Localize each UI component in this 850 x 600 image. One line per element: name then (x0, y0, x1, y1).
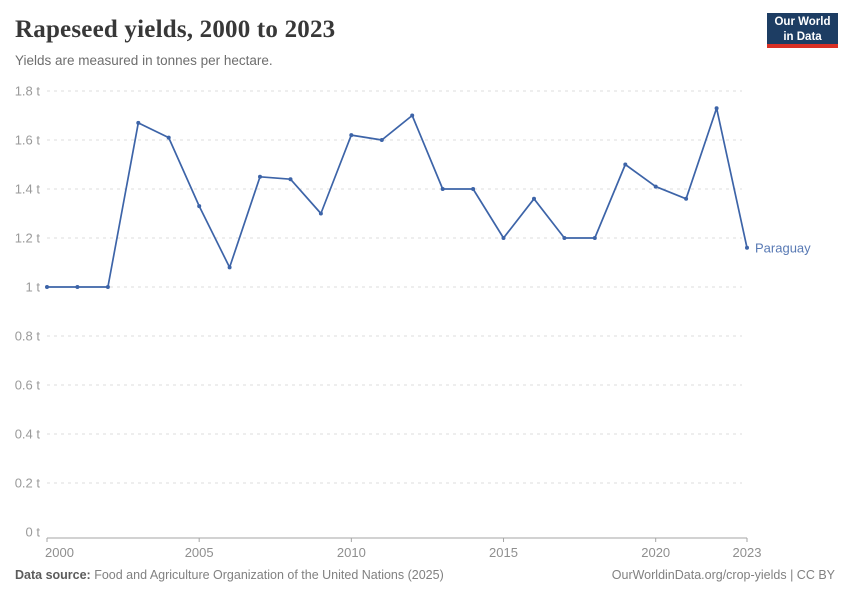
data-point[interactable] (501, 236, 506, 240)
owid-logo-line2: in Data (783, 31, 822, 43)
y-tick-label: 0 t (26, 525, 41, 540)
page-title: Rapeseed yields, 2000 to 2023 (15, 16, 336, 43)
y-axis-labels: 0 t 0.2 t 0.4 t 0.6 t 0.8 t 1 t 1.2 t 1.4 t 1.6 … (15, 84, 41, 540)
data-point[interactable] (562, 236, 567, 240)
x-tick-label: 2015 (489, 545, 518, 560)
y-gridlines (47, 90, 742, 484)
attribution-link[interactable]: OurWorldinData.org/crop-yields | CC BY (611, 568, 835, 582)
data-point[interactable] (440, 187, 445, 191)
y-tick-label: 1.8 t (15, 84, 41, 99)
y-tick-label: 1.6 t (15, 133, 41, 148)
data-point[interactable] (288, 177, 293, 182)
chart-subtitle: Yields are measured in tonnes per hectar… (15, 53, 273, 68)
x-tick-label: 2000 (45, 545, 74, 560)
data-source-label: Data source: (15, 568, 91, 582)
data-point[interactable] (45, 285, 49, 289)
data-point[interactable] (745, 245, 749, 250)
y-tick-label: 0.2 t (15, 476, 41, 491)
y-tick-label: 0.4 t (15, 427, 41, 442)
x-tick-label: 2005 (185, 545, 214, 560)
data-point[interactable] (623, 162, 628, 167)
data-point[interactable] (684, 196, 689, 201)
y-tick-label: 1.4 t (15, 182, 41, 197)
owid-logo-line1: Our World (774, 16, 831, 28)
entity-label[interactable]: Paraguay (755, 240, 811, 255)
data-point[interactable] (166, 135, 171, 140)
data-point[interactable] (379, 138, 384, 142)
data-point[interactable] (592, 236, 597, 240)
chart-footer: Data source: Food and Agriculture Organi… (15, 568, 835, 582)
y-tick-label: 0.8 t (15, 329, 41, 344)
data-point[interactable] (136, 120, 141, 125)
data-point[interactable] (258, 174, 262, 179)
x-tick-label: 2020 (641, 545, 670, 560)
data-point[interactable] (105, 285, 110, 289)
series-paraguay: Paraguay (45, 106, 811, 289)
data-point[interactable] (410, 113, 415, 118)
data-point[interactable] (227, 265, 232, 270)
x-tick-label: 2010 (337, 545, 366, 560)
y-tick-label: 1.2 t (15, 231, 41, 246)
data-point[interactable] (75, 285, 80, 289)
data-point[interactable] (197, 204, 202, 209)
series-line[interactable] (46, 107, 748, 288)
data-point[interactable] (714, 106, 719, 111)
x-tick-label: 2023 (733, 545, 762, 560)
data-point[interactable] (532, 196, 536, 201)
data-source-text: Food and Agriculture Organization of the… (94, 568, 444, 582)
data-source-note: Data source: Food and Agriculture Organi… (15, 568, 444, 582)
owid-logo[interactable]: Our World in Data (767, 13, 838, 48)
data-point[interactable] (653, 184, 658, 189)
y-tick-label: 0.6 t (15, 378, 41, 393)
y-tick-label: 1 t (26, 280, 41, 295)
data-point[interactable] (471, 187, 476, 191)
data-point[interactable] (318, 211, 323, 216)
x-axis: 2000 2005 2010 2015 2020 2023 (45, 537, 762, 560)
data-point[interactable] (349, 133, 354, 138)
